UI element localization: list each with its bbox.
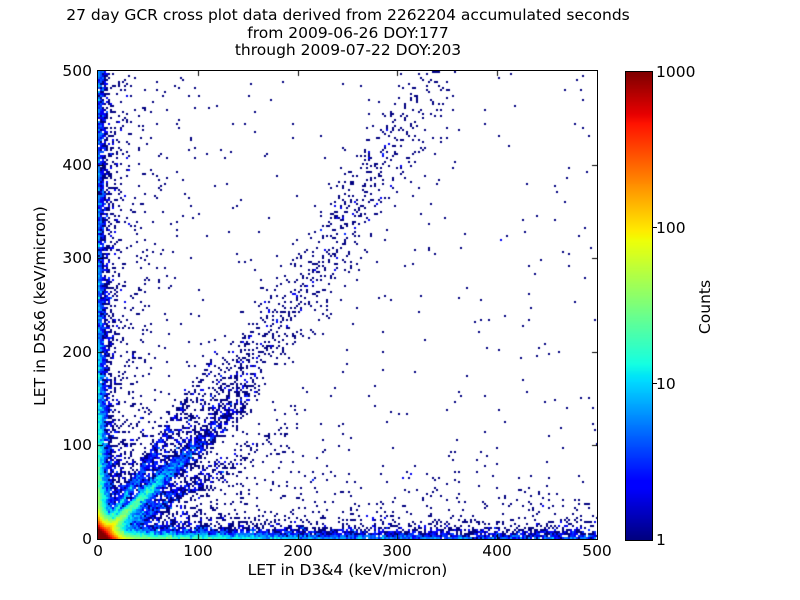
- scatter-canvas: [98, 71, 597, 539]
- y-tick-label-100: 100: [62, 436, 92, 454]
- x-tick-label-300: 300: [382, 542, 412, 560]
- chart-title-line3: through 2009-07-22 DOY:203: [234, 41, 462, 59]
- y-tick-label-200: 200: [62, 343, 92, 361]
- x-axis-label: LET in D3&4 (keV/micron): [247, 561, 448, 579]
- colorbar-gradient-canvas: [626, 72, 652, 540]
- colorbar-tick-label-10: 10: [656, 375, 676, 393]
- x-tick-label-100: 100: [183, 542, 213, 560]
- x-tick-label-400: 400: [482, 542, 512, 560]
- colorbar-tick-label-100: 100: [656, 219, 686, 237]
- chart-title-line1: 27 day GCR cross plot data derived from …: [66, 6, 630, 24]
- colorbar-tick-100: [652, 227, 657, 228]
- y-tick-label-400: 400: [62, 156, 92, 174]
- y-tick-label-300: 300: [62, 249, 92, 267]
- chart-title-line2: from 2009-06-26 DOY:177: [247, 23, 449, 42]
- x-tick-label-0: 0: [93, 542, 103, 560]
- y-tick-label-500: 500: [62, 62, 92, 80]
- colorbar-tick-10: [652, 383, 657, 384]
- colorbar-label: Counts: [696, 279, 714, 335]
- x-tick-label-200: 200: [283, 542, 313, 560]
- y-tick-label-0: 0: [82, 530, 92, 548]
- x-tick-label-500: 500: [582, 542, 612, 560]
- colorbar-tick-label-1: 1: [656, 531, 666, 549]
- plot-area: [97, 70, 598, 540]
- colorbar-tick-label-1000: 1000: [656, 63, 696, 81]
- colorbar: [625, 71, 653, 541]
- y-axis-label: LET in D5&6 (keV/micron): [31, 206, 49, 406]
- chart-title: 27 day GCR cross plot data derived from …: [48, 6, 648, 60]
